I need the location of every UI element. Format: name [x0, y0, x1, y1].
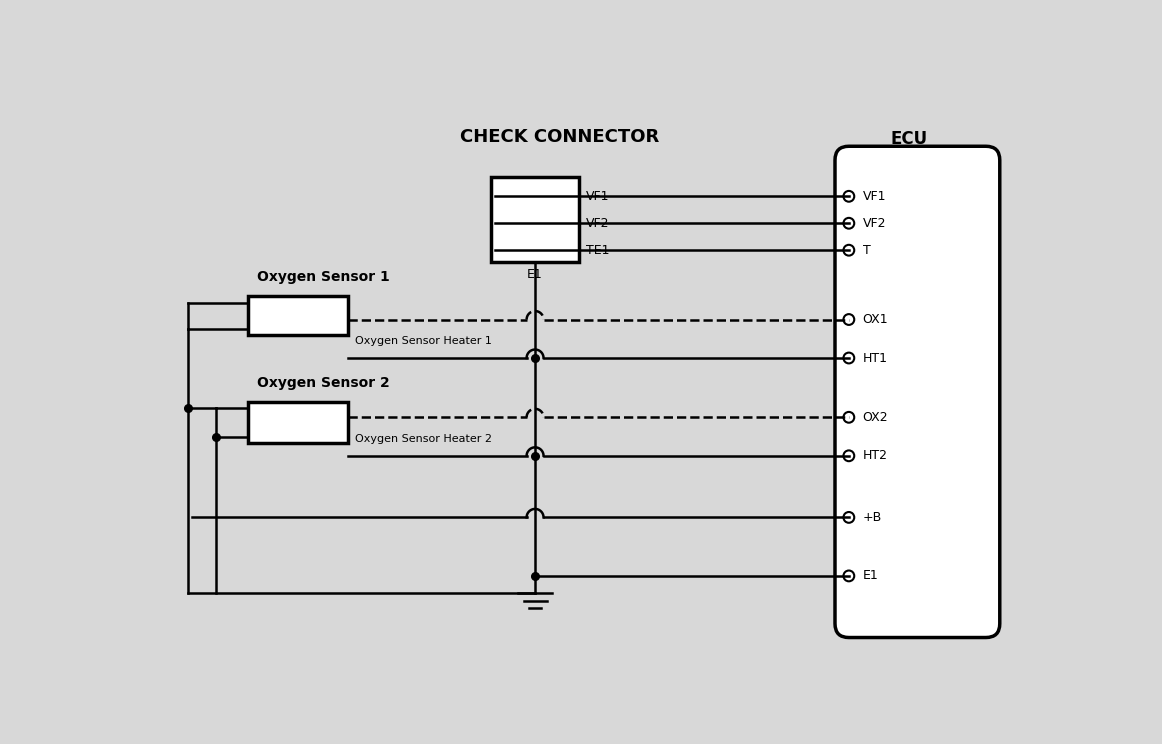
Bar: [490, 177, 580, 262]
Text: HT2: HT2: [862, 449, 888, 462]
FancyBboxPatch shape: [835, 147, 999, 638]
Text: VF1: VF1: [586, 190, 609, 203]
Text: OX1: OX1: [862, 313, 888, 326]
Text: OX2: OX2: [862, 411, 888, 424]
Text: VF1: VF1: [862, 190, 887, 203]
Text: E1: E1: [528, 268, 543, 281]
Text: CHECK CONNECTOR: CHECK CONNECTOR: [460, 128, 660, 146]
Text: TE1: TE1: [586, 244, 609, 257]
Text: HT1: HT1: [862, 351, 888, 365]
Bar: [249, 402, 349, 443]
Text: ECU: ECU: [890, 129, 927, 147]
Text: VF2: VF2: [586, 217, 609, 230]
Text: +B: +B: [862, 511, 882, 524]
Text: Oxygen Sensor 2: Oxygen Sensor 2: [258, 376, 390, 390]
Text: Oxygen Sensor Heater 1: Oxygen Sensor Heater 1: [354, 336, 492, 346]
Text: Oxygen Sensor 1: Oxygen Sensor 1: [258, 270, 390, 284]
Text: T: T: [862, 244, 870, 257]
Text: E1: E1: [862, 569, 878, 583]
Bar: [249, 296, 349, 335]
Text: VF2: VF2: [862, 217, 887, 230]
Text: Oxygen Sensor Heater 2: Oxygen Sensor Heater 2: [354, 434, 492, 444]
